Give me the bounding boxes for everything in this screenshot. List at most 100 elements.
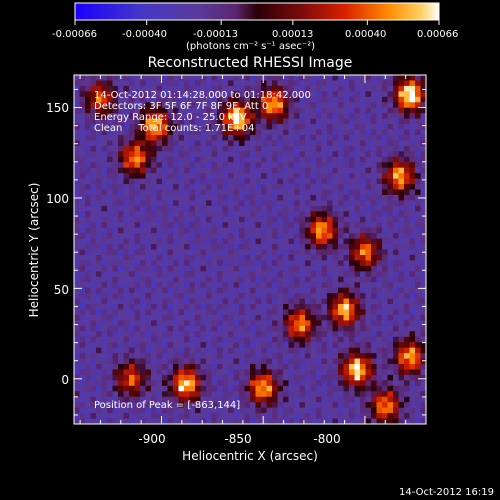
heatmap-cell [85,118,92,125]
heatmap-cell [195,342,202,349]
heatmap-cell [316,205,323,212]
heatmap-cell [123,314,130,321]
heatmap-cell [288,156,295,163]
heatmap-cell [200,325,207,332]
heatmap-cell [151,134,158,142]
heatmap-cell [233,342,240,349]
heatmap-cell [398,265,405,272]
heatmap-cell [382,287,389,294]
heatmap-cell [387,233,394,240]
heatmap-cell [167,347,174,354]
heatmap-cell [404,124,411,131]
heatmap-cell [74,282,81,289]
heatmap-cell [96,353,103,360]
heatmap-cell [244,407,251,414]
heatmap-cell [189,336,196,343]
heatmap-cell [233,238,240,245]
heatmap-cell [299,107,306,114]
heatmap-cell [404,85,411,92]
heatmap-cell [371,118,378,125]
heatmap-cell [376,184,383,191]
heatmap-cell [321,385,328,392]
heatmap-cell [349,254,356,261]
heatmap-cell [178,184,185,191]
heatmap-cell [222,178,229,185]
heatmap-cell [327,113,334,120]
heatmap-cell [118,238,125,245]
heatmap-cell [206,418,213,424]
heatmap-cell [316,413,323,420]
heatmap-cell [217,374,224,381]
heatmap-cell [404,189,411,196]
heatmap-cell [211,113,218,120]
heatmap-cell [206,233,213,240]
heatmap-cell [107,298,114,305]
heatmap-cell [371,396,378,403]
heatmap-cell [409,194,416,202]
heatmap-cell [173,271,180,278]
heatmap-cell [178,189,185,196]
heatmap-cell [327,118,334,125]
heatmap-cell [200,282,207,289]
heatmap-cell [343,145,350,152]
heatmap-cell [310,358,317,365]
heatmap-cell [222,205,229,212]
heatmap-cell [134,156,141,163]
heatmap-cell [140,96,147,103]
heatmap-cell [349,396,356,403]
heatmap-cell [354,391,361,398]
heatmap-cell [420,325,426,332]
heatmap-cell [112,320,119,327]
heatmap-cell [371,129,378,136]
heatmap-cell [382,244,389,251]
x-tick-label: -800 [313,432,340,446]
heatmap-cell [299,391,306,398]
heatmap-cell [371,205,378,212]
heatmap-cell [129,189,136,196]
heatmap-cell [365,140,372,147]
heatmap-cell [299,314,306,321]
heatmap-cell [167,314,174,321]
heatmap-cell [255,189,262,196]
heatmap-cell [206,374,213,381]
heatmap-cell [244,309,251,316]
heatmap-cell [85,140,92,147]
heatmap-cell [134,233,141,240]
heatmap-cell [343,233,350,240]
heatmap-cell [244,178,251,185]
heatmap-cell [178,227,185,234]
heatmap-cell [343,238,350,245]
heatmap-cell [85,107,92,114]
heatmap-cell [332,244,339,251]
heatmap-cell [96,227,103,234]
heatmap-cell [90,369,97,376]
heatmap-cell [178,265,185,272]
heatmap-cell [118,358,125,365]
heatmap-cell [354,358,361,365]
heatmap-cell [79,413,86,420]
heatmap-cell [134,347,141,354]
annotation-clean: Clean Total counts: 1.71E+04 [94,123,254,134]
heatmap-cell [299,260,306,267]
heatmap-cell [162,413,169,420]
heatmap-cell [409,309,416,316]
heatmap-cell [321,96,328,103]
heatmap-cell [255,293,262,300]
heatmap-cell [184,238,191,245]
heatmap-cell [239,369,246,376]
heatmap-cell [134,91,141,98]
heatmap-cell [217,271,224,278]
heatmap-cell [189,102,196,109]
heatmap-cell [167,282,174,289]
heatmap-cell [404,107,411,114]
heatmap-cell [134,391,141,398]
heatmap-cell [371,211,378,218]
heatmap-cell [310,189,317,196]
heatmap-cell [211,118,218,125]
heatmap-cell [184,249,191,256]
heatmap-cell [178,140,185,147]
heatmap-cell [387,205,394,212]
heatmap-cell [200,254,207,261]
heatmap-cell [338,124,345,131]
heatmap-cell [85,407,92,414]
